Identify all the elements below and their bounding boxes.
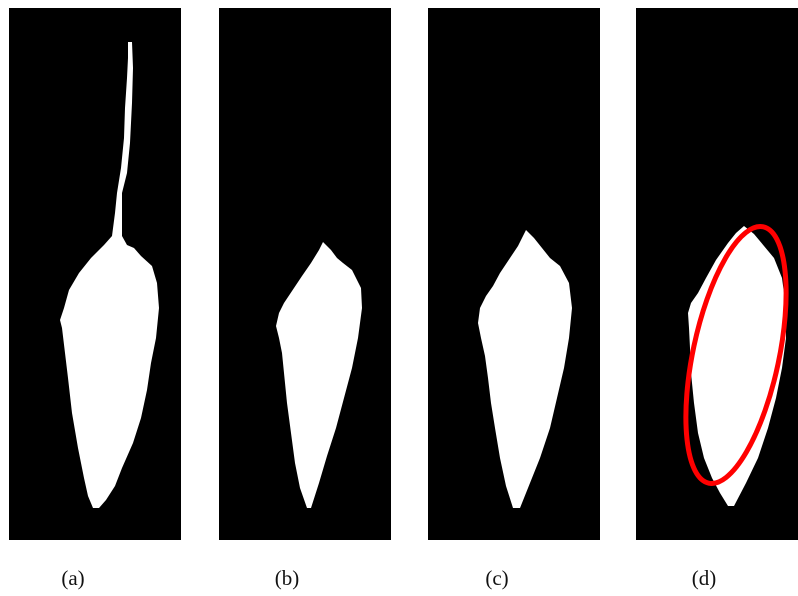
segmented-shape [478,230,572,508]
caption-d: (d) [691,566,717,590]
panel-b-mask-tail-removed [219,8,391,540]
panel-d-mask-ellipse-fit [636,8,798,540]
panel-c-image [478,230,572,508]
panel-d-image [683,224,789,506]
caption-b: (b) [274,566,300,590]
caption-a: (a) [61,566,85,590]
panel-c-mask-smoothed [428,8,600,540]
segmented-shape-with-tail [60,42,159,508]
segmented-shape [688,226,786,506]
segmented-shape [276,242,362,508]
panel-a-image [60,42,159,508]
fitted-ellipse-contour [683,224,789,486]
panel-b-image [276,242,362,508]
panel-a-mask-original [9,8,181,540]
caption-c: (c) [485,566,509,590]
